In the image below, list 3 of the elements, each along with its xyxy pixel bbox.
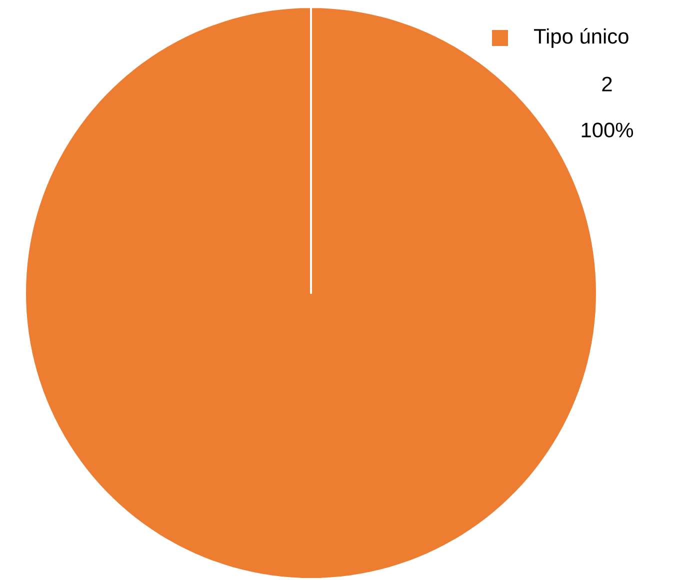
text: 100%: [582, 122, 634, 138]
slice-label: Tipo único: [534, 28, 628, 48]
data-label: 2: [602, 76, 612, 92]
